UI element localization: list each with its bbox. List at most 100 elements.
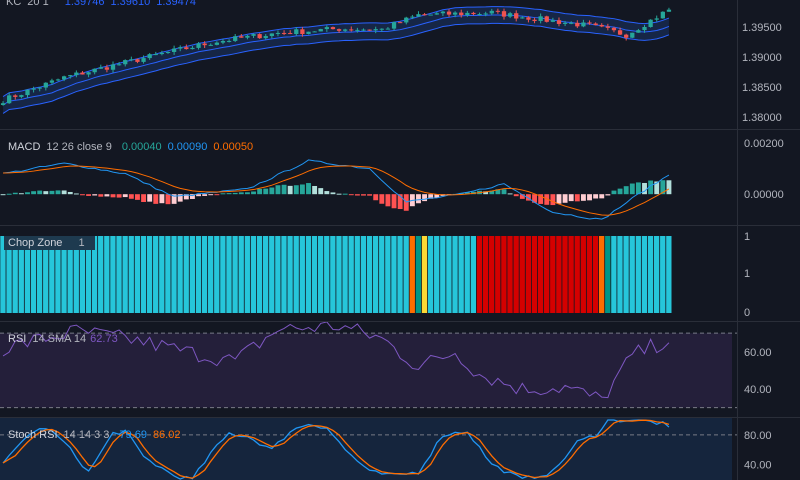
chop-zone-bar	[146, 236, 153, 313]
candle-body	[80, 72, 85, 75]
chop-zone-bar	[360, 236, 367, 313]
macd-histogram-bar	[116, 194, 122, 198]
chop-zone-bar	[489, 236, 495, 313]
candle-body	[171, 48, 177, 52]
candle-body	[495, 10, 501, 12]
candle-body	[275, 32, 281, 34]
macd-histogram-bar	[135, 194, 140, 200]
candle-body	[556, 20, 562, 24]
chop-zone-bar	[317, 236, 324, 313]
candle-body	[116, 64, 122, 66]
chop-zone-bar	[605, 236, 611, 313]
chop-zone-bar	[574, 236, 580, 313]
candle-body	[501, 11, 507, 17]
kc-legend[interactable]: KC 20 1 1.39746 1.39610 1.39474	[6, 0, 208, 9]
candle-body	[428, 14, 433, 16]
legend-value: 0.00040	[121, 141, 162, 153]
macd-histogram-bar	[544, 194, 550, 205]
macd-histogram-bar	[244, 192, 250, 195]
stoch-tick-label: 80.00	[744, 430, 772, 442]
chop-zone-bar	[519, 236, 525, 313]
chop-zone-bar	[501, 236, 507, 313]
chop-zone-bar	[452, 236, 458, 313]
macd-histogram-bar	[55, 190, 61, 195]
macd-histogram-bar	[86, 194, 92, 196]
chop-tick-label: 0	[744, 307, 750, 319]
macd-signal-line	[3, 165, 670, 216]
macd-histogram-bar	[312, 186, 318, 195]
candle-body	[654, 18, 659, 20]
candle-body	[86, 72, 91, 75]
macd-histogram-bar	[147, 194, 153, 202]
candle-body	[251, 34, 256, 36]
macd-histogram-bar	[525, 194, 531, 201]
legend-value: 1.39474	[156, 0, 196, 8]
chop-zone-bar	[195, 236, 202, 313]
macd-histogram-bar	[202, 194, 208, 196]
chop-tick-label: 1	[744, 268, 750, 280]
legend-value: 1.39746	[64, 0, 105, 8]
rsi-legend[interactable]: RSI 14 SMA 14 62.73	[8, 332, 130, 346]
candle-body	[141, 58, 146, 62]
chop-zone-bar	[476, 236, 483, 313]
macd-histogram-bar	[562, 194, 568, 203]
candle-body	[220, 40, 226, 43]
chop-zone-bar	[379, 236, 385, 313]
macd-legend[interactable]: MACD 12 26 close 9 0.00040 0.00090 0.00050	[8, 140, 265, 154]
candle-body	[147, 54, 152, 59]
macd-histogram-bar	[293, 185, 299, 195]
macd-histogram-bar	[623, 186, 629, 195]
chop-zone-bar	[61, 236, 67, 313]
chop-zone-bar	[354, 236, 360, 313]
chop-zone-bar	[629, 236, 635, 313]
chop-zone-bar	[24, 236, 31, 313]
candle-body	[642, 26, 647, 31]
kc-tick-label: 1.38000	[742, 112, 782, 124]
legend-value: 0.00050	[213, 141, 254, 153]
stoch-name: Stoch RSI	[8, 429, 58, 441]
candle-body	[263, 36, 268, 39]
candle-body	[55, 79, 61, 81]
candle-body	[483, 13, 488, 15]
macd-tick-label: 0.00200	[744, 138, 784, 150]
macd-histogram-bar	[208, 194, 214, 196]
macd-histogram-bar	[464, 192, 470, 195]
candle-body	[617, 30, 623, 35]
chop-zone-bar	[116, 236, 122, 313]
chop-zone-bar	[562, 236, 568, 313]
macd-histogram-bar	[629, 183, 635, 195]
chop-zone-bar	[592, 236, 599, 313]
macd-histogram-bar	[31, 191, 37, 195]
macd-histogram-bar	[165, 194, 171, 205]
macd-histogram-bar	[43, 191, 49, 195]
macd-histogram-bar	[110, 194, 116, 198]
macd-histogram-bar	[330, 192, 336, 195]
macd-histogram-bar	[501, 189, 507, 195]
chop-zone-bar	[67, 236, 73, 313]
chop-legend[interactable]: Chop Zone 1	[4, 236, 95, 250]
kc-name: KC	[6, 0, 22, 8]
stoch-values: 79.69 86.02	[119, 429, 186, 441]
chop-zone-bar	[55, 236, 61, 313]
candle-body	[514, 13, 519, 19]
stoch-legend[interactable]: Stoch RSI 14 14 3 3 79.69 86.02	[8, 428, 192, 442]
candle-body	[62, 76, 67, 80]
macd-histogram-bar	[342, 193, 348, 195]
candle-body	[312, 31, 317, 33]
macd-histogram-bar	[18, 193, 24, 195]
macd-histogram-bar	[611, 190, 617, 195]
chop-zone-bar	[531, 236, 538, 313]
candle-body	[123, 60, 128, 65]
candle-body	[550, 20, 556, 22]
chop-zone-bar	[49, 236, 55, 313]
rsi-tick-label: 60.00	[744, 347, 772, 359]
chop-zone-bar	[635, 236, 641, 313]
chop-zone-bar	[525, 236, 531, 313]
candle-body	[452, 12, 458, 15]
rsi-tick-label: 40.00	[744, 384, 772, 396]
candle-body	[544, 16, 549, 22]
candle-body	[110, 64, 116, 70]
candle-body	[25, 89, 30, 96]
candle-body	[562, 22, 568, 24]
